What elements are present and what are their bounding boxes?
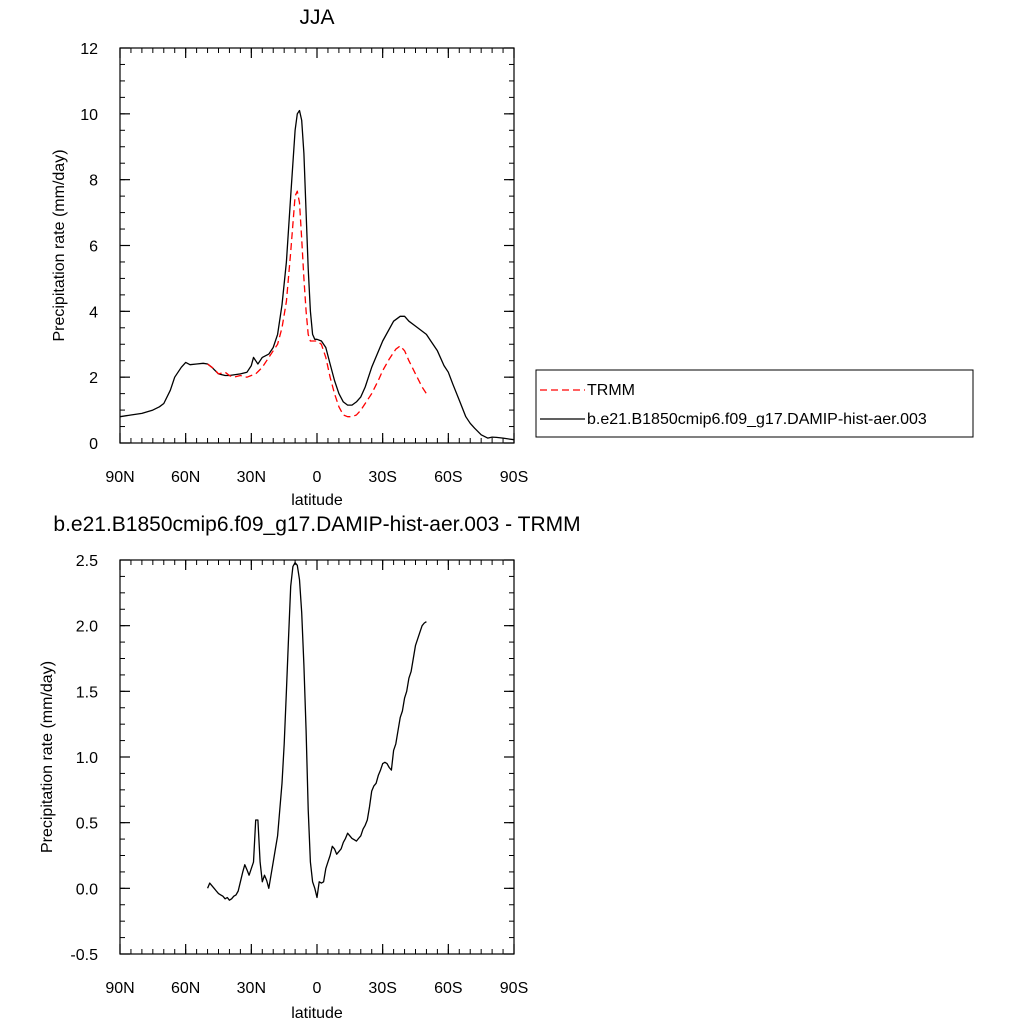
y-tick-label: 4 (89, 304, 98, 321)
series-line-model (206, 561, 427, 901)
y-tick-label: -0.5 (70, 947, 98, 964)
chart-panel-seasonal-precip: JJA 90N 60N 30N 0 30S 60S 90S 0 2 4 6 8 10 12 latitude P… (51, 6, 528, 509)
y-tick-label: 2 (89, 370, 98, 387)
y-tick-label: 1.0 (76, 750, 98, 767)
x-axis-label: latitude (291, 492, 343, 509)
y-tick-label: 12 (80, 41, 98, 58)
x-tick-label: 30N (237, 980, 266, 997)
plot-frame (119, 559, 515, 955)
x-tick-label: 0 (313, 469, 322, 486)
y-axis-label: Precipitation rate (mm/day) (39, 661, 56, 853)
y-tick-label: 0 (89, 436, 98, 453)
y-tick-label: 8 (89, 173, 98, 190)
x-tick-label: 90S (500, 469, 528, 486)
x-tick-label: 30N (237, 469, 266, 486)
chart-panel-difference: b.e21.B1850cmip6.f09_g17.DAMIP-hist-aer.… (39, 513, 581, 1022)
y-tick-label: 1.5 (76, 684, 98, 701)
x-tick-label: 90N (105, 469, 134, 486)
y-tick-label: 2.5 (76, 553, 98, 570)
series-line-model (119, 109, 515, 441)
y-tick-label: 0.5 (76, 816, 98, 833)
x-tick-label: 60S (434, 469, 462, 486)
x-tick-label: 90S (500, 980, 528, 997)
y-tick-label: 0.0 (76, 881, 98, 898)
x-tick-label: 90N (105, 980, 134, 997)
legend-label-obs: TRMM (587, 382, 635, 399)
x-axis-label: latitude (291, 1005, 343, 1022)
x-tick-label: 30S (368, 469, 396, 486)
x-tick-label: 30S (368, 980, 396, 997)
x-tick-label: 0 (313, 980, 322, 997)
legend-label-model: b.e21.B1850cmip6.f09_g17.DAMIP-hist-aer.… (587, 411, 927, 428)
y-axis-label: Precipitation rate (mm/day) (51, 149, 68, 341)
legend: TRMM b.e21.B1850cmip6.f09_g17.DAMIP-hist… (535, 369, 974, 438)
y-tick-label: 10 (80, 107, 98, 124)
x-tick-label: 60S (434, 980, 462, 997)
x-tick-label: 60N (171, 469, 200, 486)
y-tick-label: 2.0 (76, 619, 98, 636)
y-tick-label: 6 (89, 239, 98, 256)
chart-title: b.e21.B1850cmip6.f09_g17.DAMIP-hist-aer.… (53, 513, 580, 536)
x-tick-label: 60N (171, 980, 200, 997)
chart-title: JJA (299, 6, 334, 29)
series-line-obs (207, 190, 427, 418)
legend-box (535, 369, 974, 438)
plot-frame (119, 47, 515, 444)
